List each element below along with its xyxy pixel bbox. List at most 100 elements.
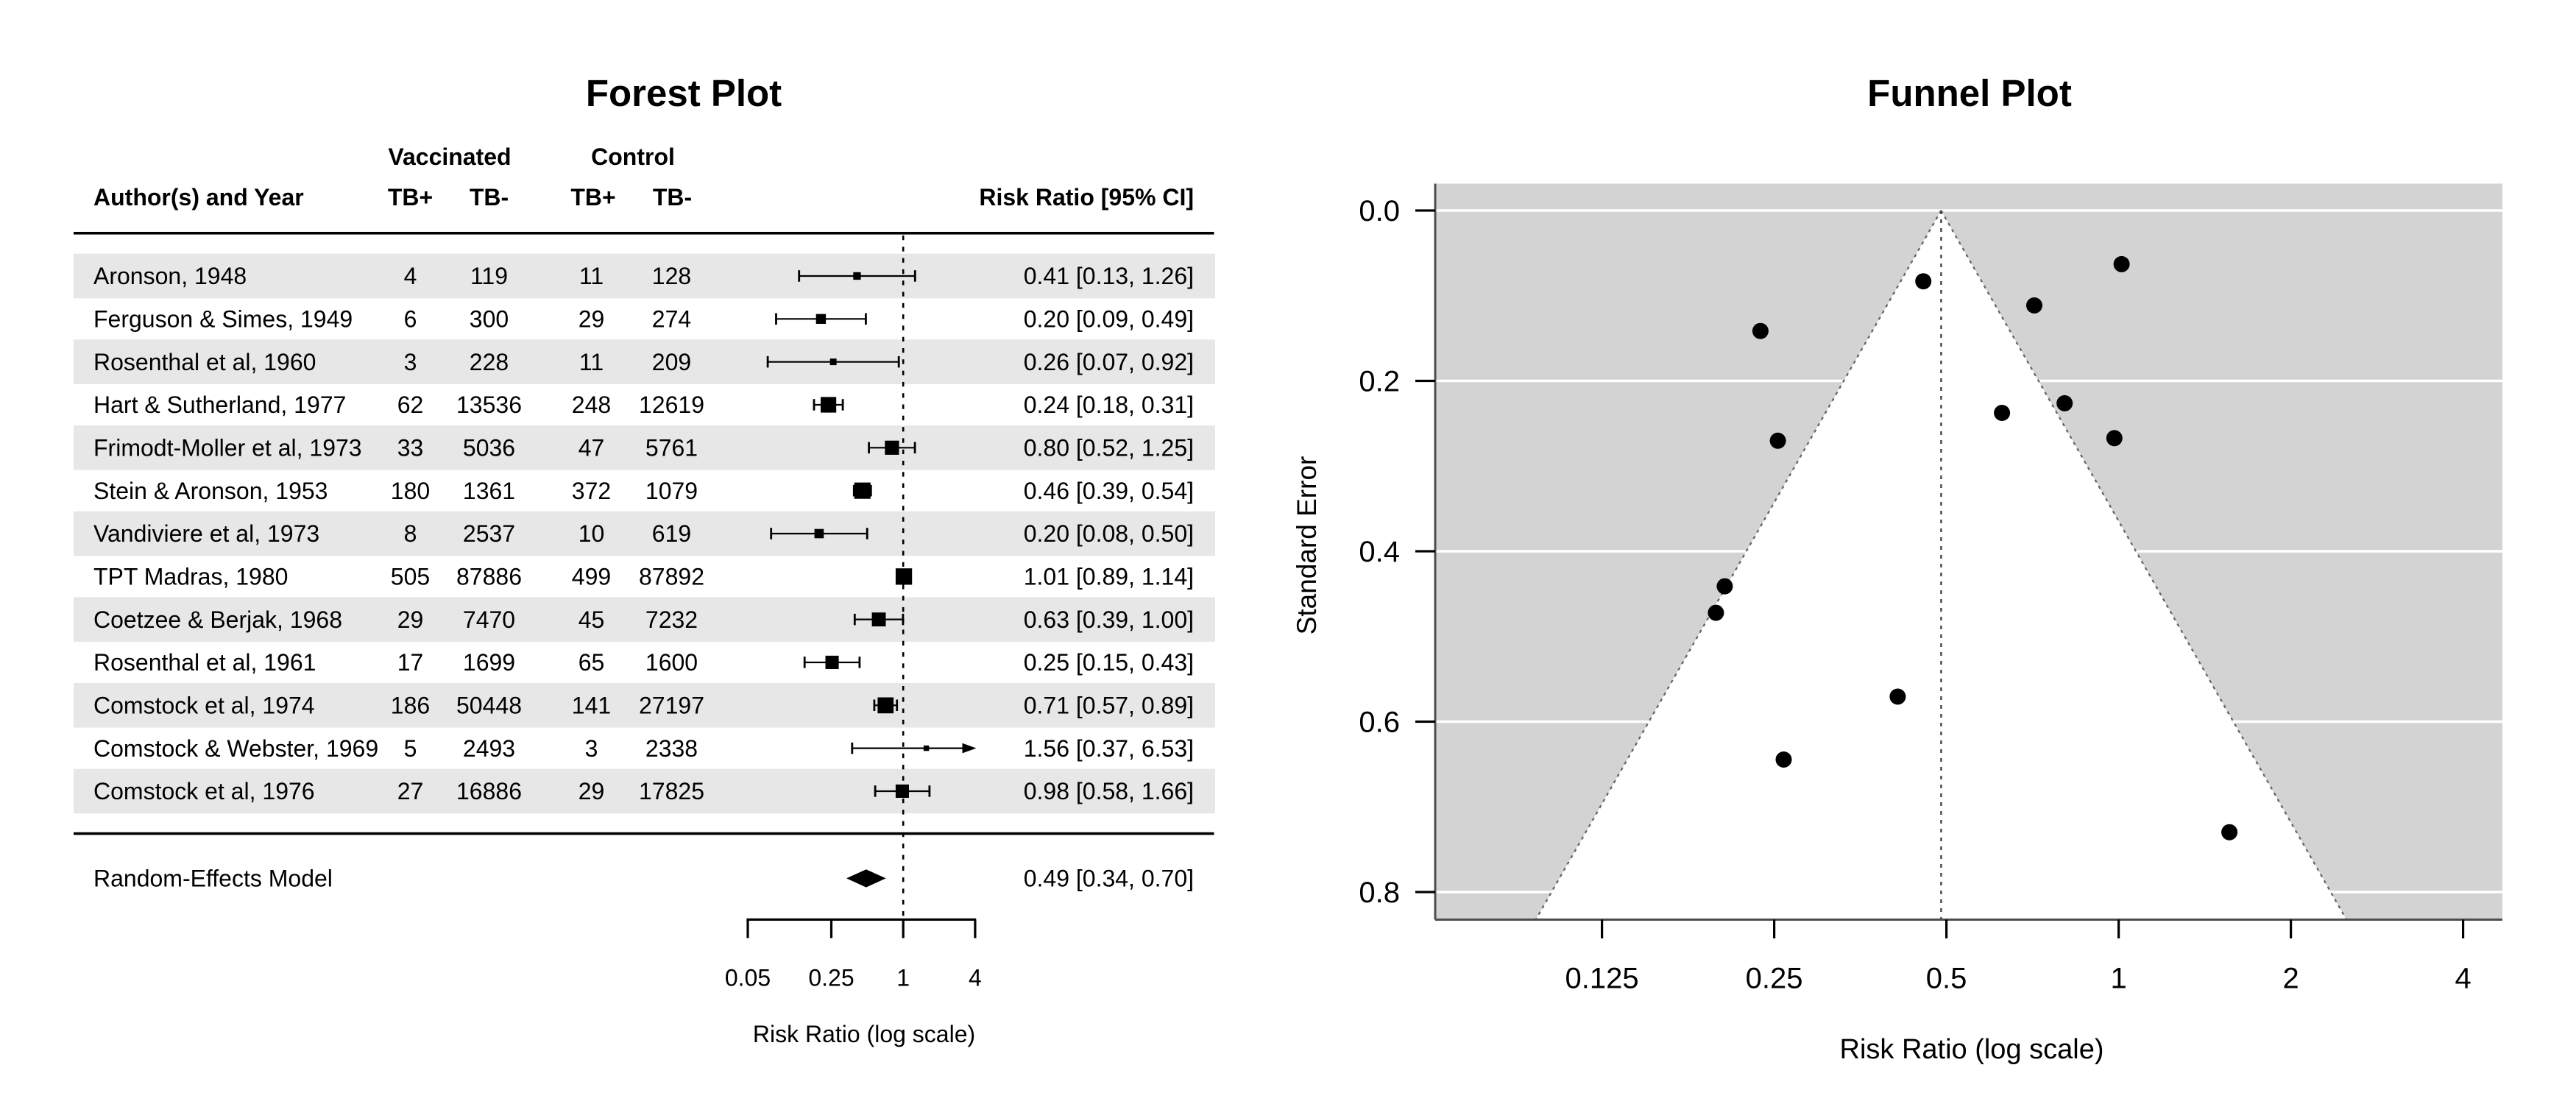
svg-text:0.46 [0.39, 0.54]: 0.46 [0.39, 0.54] — [1024, 478, 1194, 504]
svg-text:TB+: TB+ — [388, 184, 433, 210]
svg-text:Vaccinated: Vaccinated — [388, 144, 511, 170]
svg-text:0.2: 0.2 — [1359, 365, 1400, 397]
svg-text:47: 47 — [578, 435, 605, 461]
svg-text:5036: 5036 — [463, 435, 515, 461]
svg-text:50448: 50448 — [456, 693, 522, 719]
svg-text:0.25: 0.25 — [808, 965, 854, 991]
svg-text:300: 300 — [470, 306, 509, 333]
svg-text:274: 274 — [652, 306, 691, 333]
svg-text:29: 29 — [397, 606, 424, 633]
svg-text:13536: 13536 — [456, 392, 522, 418]
svg-text:10: 10 — [578, 520, 605, 547]
svg-text:16886: 16886 — [456, 778, 522, 804]
svg-text:248: 248 — [572, 392, 611, 418]
svg-text:Stein & Aronson, 1953: Stein & Aronson, 1953 — [93, 478, 328, 504]
svg-text:209: 209 — [652, 349, 691, 375]
svg-text:0.8: 0.8 — [1359, 877, 1400, 909]
svg-text:0.80 [0.52, 1.25]: 0.80 [0.52, 1.25] — [1024, 435, 1194, 461]
svg-text:0.24 [0.18, 0.31]: 0.24 [0.18, 0.31] — [1024, 392, 1194, 418]
svg-text:0.49 [0.34, 0.70]: 0.49 [0.34, 0.70] — [1024, 866, 1194, 892]
svg-text:TPT Madras, 1980: TPT Madras, 1980 — [93, 564, 288, 590]
svg-text:141: 141 — [572, 693, 611, 719]
svg-text:7232: 7232 — [645, 606, 698, 633]
svg-text:4: 4 — [2455, 963, 2471, 995]
svg-text:228: 228 — [470, 349, 509, 375]
svg-text:1079: 1079 — [645, 478, 698, 504]
svg-text:Author(s) and Year: Author(s) and Year — [93, 184, 304, 210]
svg-text:Coetzee & Berjak, 1968: Coetzee & Berjak, 1968 — [93, 606, 342, 633]
svg-text:0.4: 0.4 — [1359, 536, 1400, 568]
svg-text:Hart & Sutherland, 1977: Hart & Sutherland, 1977 — [93, 392, 346, 418]
svg-text:27197: 27197 — [639, 693, 704, 719]
svg-text:Risk Ratio (log scale): Risk Ratio (log scale) — [1840, 1034, 2104, 1065]
svg-text:128: 128 — [652, 263, 691, 289]
svg-text:0.25 [0.15, 0.43]: 0.25 [0.15, 0.43] — [1024, 649, 1194, 676]
svg-text:Rosenthal et al, 1961: Rosenthal et al, 1961 — [93, 649, 316, 676]
svg-text:11: 11 — [579, 263, 604, 289]
svg-text:Standard Error: Standard Error — [1292, 456, 1322, 635]
svg-text:27: 27 — [397, 778, 424, 804]
svg-text:1.56 [0.37, 6.53]: 1.56 [0.37, 6.53] — [1024, 735, 1194, 762]
svg-text:Control: Control — [591, 144, 675, 170]
svg-text:Frimodt-Moller et al, 1973: Frimodt-Moller et al, 1973 — [93, 435, 362, 461]
svg-text:Risk Ratio (log scale): Risk Ratio (log scale) — [753, 1021, 975, 1047]
svg-text:4: 4 — [404, 263, 417, 289]
svg-text:619: 619 — [652, 520, 691, 547]
svg-text:119: 119 — [470, 263, 508, 289]
svg-text:62: 62 — [397, 392, 424, 418]
svg-text:0.63 [0.39, 1.00]: 0.63 [0.39, 1.00] — [1024, 606, 1194, 633]
svg-text:Rosenthal et al, 1960: Rosenthal et al, 1960 — [93, 349, 316, 375]
svg-text:1: 1 — [896, 965, 910, 991]
svg-text:0.6: 0.6 — [1359, 706, 1400, 738]
svg-text:45: 45 — [578, 606, 605, 633]
svg-text:Comstock et al, 1974: Comstock et al, 1974 — [93, 693, 315, 719]
svg-text:0.20 [0.08, 0.50]: 0.20 [0.08, 0.50] — [1024, 520, 1194, 547]
svg-text:0.26 [0.07, 0.92]: 0.26 [0.07, 0.92] — [1024, 349, 1194, 375]
svg-text:Random-Effects Model: Random-Effects Model — [93, 866, 333, 892]
svg-text:0.5: 0.5 — [1926, 963, 1967, 995]
svg-text:0.25: 0.25 — [1746, 963, 1803, 995]
svg-text:TB-: TB- — [470, 184, 509, 210]
svg-text:4: 4 — [969, 965, 982, 991]
svg-text:0.71 [0.57, 0.89]: 0.71 [0.57, 0.89] — [1024, 693, 1194, 719]
svg-text:Funnel Plot: Funnel Plot — [1867, 72, 2072, 114]
svg-text:0.20 [0.09, 0.49]: 0.20 [0.09, 0.49] — [1024, 306, 1194, 333]
svg-text:5: 5 — [404, 735, 417, 762]
svg-text:TB+: TB+ — [570, 184, 615, 210]
svg-text:1600: 1600 — [645, 649, 698, 676]
svg-text:29: 29 — [578, 778, 605, 804]
svg-text:Comstock et al, 1976: Comstock et al, 1976 — [93, 778, 315, 804]
svg-text:29: 29 — [578, 306, 605, 333]
svg-text:180: 180 — [391, 478, 430, 504]
svg-text:1361: 1361 — [463, 478, 515, 504]
svg-text:505: 505 — [391, 564, 430, 590]
svg-text:11: 11 — [579, 349, 604, 375]
svg-text:6: 6 — [404, 306, 417, 333]
svg-text:0.98 [0.58, 1.66]: 0.98 [0.58, 1.66] — [1024, 778, 1194, 804]
svg-text:Comstock & Webster, 1969: Comstock & Webster, 1969 — [93, 735, 378, 762]
svg-text:TB-: TB- — [653, 184, 692, 210]
svg-text:2537: 2537 — [463, 520, 515, 547]
svg-text:1699: 1699 — [463, 649, 515, 676]
svg-text:2493: 2493 — [463, 735, 515, 762]
svg-text:0.0: 0.0 — [1359, 195, 1400, 227]
svg-text:Vandiviere et al, 1973: Vandiviere et al, 1973 — [93, 520, 319, 547]
svg-text:3: 3 — [585, 735, 598, 762]
svg-text:2: 2 — [2282, 963, 2299, 995]
svg-text:8: 8 — [404, 520, 417, 547]
svg-text:5761: 5761 — [645, 435, 698, 461]
svg-text:Forest Plot: Forest Plot — [586, 72, 782, 114]
svg-text:33: 33 — [397, 435, 424, 461]
svg-text:1.01 [0.89, 1.14]: 1.01 [0.89, 1.14] — [1024, 564, 1194, 590]
svg-text:1: 1 — [2110, 963, 2126, 995]
svg-text:372: 372 — [572, 478, 611, 504]
svg-text:Aronson, 1948: Aronson, 1948 — [93, 263, 247, 289]
svg-text:17825: 17825 — [639, 778, 704, 804]
svg-text:186: 186 — [391, 693, 430, 719]
svg-text:0.41 [0.13, 1.26]: 0.41 [0.13, 1.26] — [1024, 263, 1194, 289]
svg-text:87892: 87892 — [639, 564, 704, 590]
svg-text:Ferguson & Simes, 1949: Ferguson & Simes, 1949 — [93, 306, 353, 333]
svg-text:7470: 7470 — [463, 606, 515, 633]
svg-text:499: 499 — [572, 564, 611, 590]
svg-text:3: 3 — [404, 349, 417, 375]
